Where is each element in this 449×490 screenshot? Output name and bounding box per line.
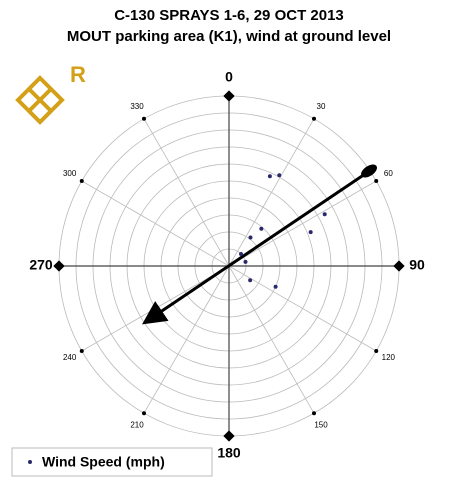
theta-tick-label: 30 xyxy=(317,102,326,111)
tick-diamond xyxy=(223,90,235,102)
legend-marker xyxy=(28,460,32,464)
theta-tick-label: 240 xyxy=(63,353,77,362)
data-point xyxy=(308,230,313,235)
theta-tick-label: 330 xyxy=(130,102,144,111)
tick-dot xyxy=(312,116,316,121)
theta-tick-label: 180 xyxy=(217,445,241,461)
theta-tick-label: 90 xyxy=(409,257,425,273)
legend-label: Wind Speed (mph) xyxy=(42,454,165,470)
data-point xyxy=(239,251,244,256)
tick-dot xyxy=(374,179,379,183)
theta-tick-label: 300 xyxy=(63,169,77,178)
data-point xyxy=(248,235,253,240)
tick-dot xyxy=(142,116,146,121)
logo-text: R xyxy=(70,62,86,87)
data-point xyxy=(273,284,278,289)
tick-diamond xyxy=(393,260,405,272)
data-point xyxy=(243,259,248,264)
logo-diamond xyxy=(15,75,65,125)
chart-title: C-130 SPRAYS 1-6, 29 OCT 2013 xyxy=(114,7,344,24)
data-point xyxy=(322,212,327,217)
theta-tick-label: 60 xyxy=(384,169,393,178)
arrow-tail xyxy=(361,164,377,178)
theta-tick-label: 150 xyxy=(314,420,328,429)
logo xyxy=(15,75,65,125)
spoke xyxy=(228,180,377,267)
tick-diamond xyxy=(223,430,235,442)
theta-tick-label: 210 xyxy=(130,420,144,429)
spoke xyxy=(228,118,315,267)
data-point xyxy=(248,278,253,283)
data-point xyxy=(267,174,272,179)
spoke xyxy=(81,265,230,352)
theta-tick-label: 120 xyxy=(382,353,396,362)
wind-arrow xyxy=(142,170,369,325)
spoke xyxy=(228,265,315,414)
spoke xyxy=(143,118,230,267)
chart-subtitle: MOUT parking area (K1), wind at ground l… xyxy=(67,28,391,45)
tick-dot xyxy=(312,411,316,416)
tick-diamond xyxy=(53,260,65,272)
tick-dot xyxy=(79,349,84,353)
theta-tick-label: 270 xyxy=(29,257,53,273)
spoke xyxy=(228,265,377,352)
data-point xyxy=(259,226,264,231)
spoke xyxy=(143,265,230,414)
tick-dot xyxy=(79,179,84,183)
legend-box xyxy=(11,447,213,477)
tick-dot xyxy=(142,411,146,416)
tick-dot xyxy=(374,349,379,353)
data-point xyxy=(277,173,282,178)
theta-tick-label: 0 xyxy=(225,69,233,85)
spoke xyxy=(81,180,230,267)
